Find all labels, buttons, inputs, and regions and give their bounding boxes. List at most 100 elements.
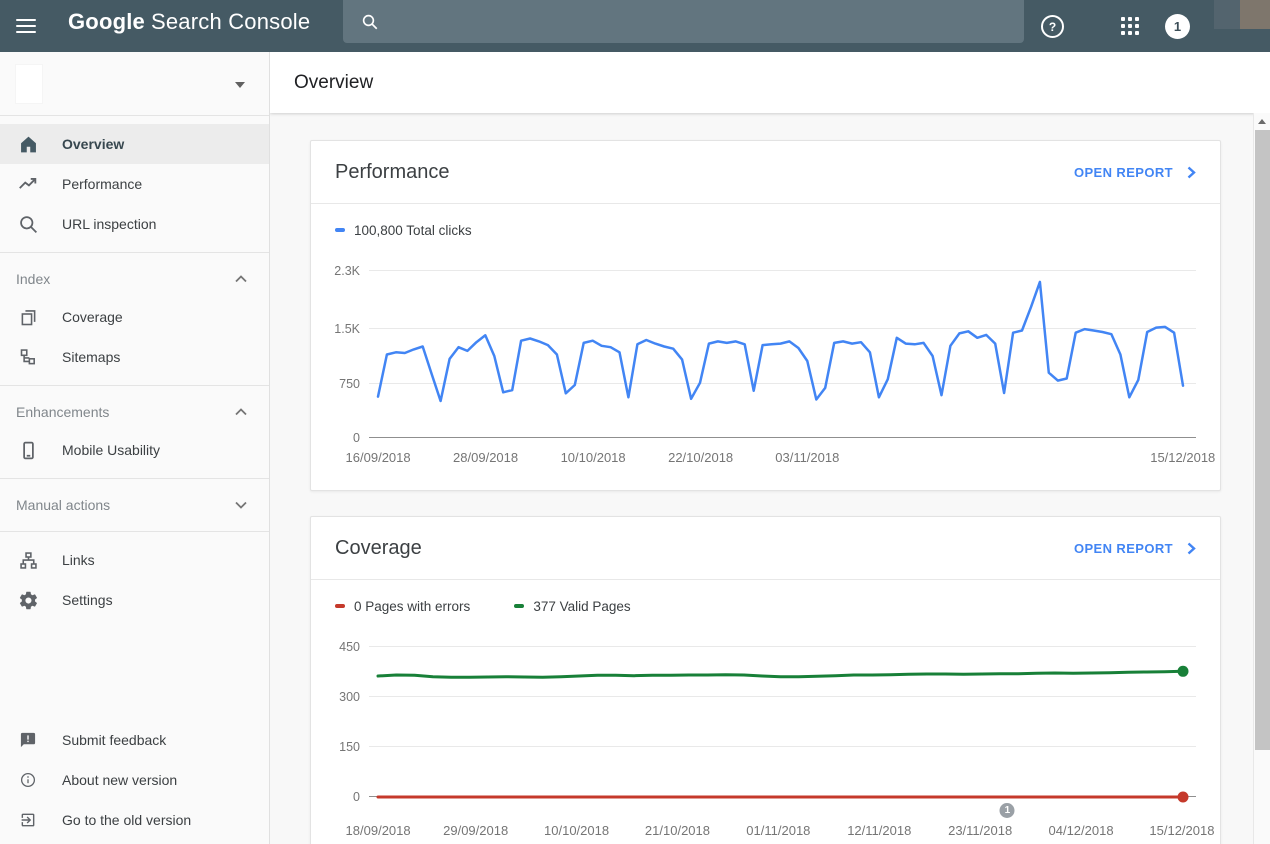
sidebar-item-coverage[interactable]: Coverage: [0, 297, 269, 337]
y-tick-label: 150: [339, 740, 360, 754]
x-tick-label: 10/10/2018: [561, 450, 626, 465]
legend-item: 377 Valid Pages: [514, 599, 630, 614]
sidebar-item-label: Submit feedback: [62, 732, 166, 748]
sidebar-item-links[interactable]: Links: [0, 540, 269, 580]
y-tick-label: 300: [339, 690, 360, 704]
section-label: Index: [16, 271, 50, 287]
sidebar-item-sitemaps[interactable]: Sitemaps: [0, 337, 269, 377]
open-report-label: OPEN REPORT: [1074, 541, 1173, 556]
scrollbar-up-button[interactable]: [1254, 113, 1270, 129]
coverage-card-body: 0 Pages with errors377 Valid Pages 01503…: [311, 580, 1220, 844]
sidebar-nav: Overview PerformanceURL inspection Index Co…: [0, 116, 269, 844]
performance-card-title: Performance: [335, 161, 450, 184]
sidebar-item-performance[interactable]: Performance: [0, 164, 269, 204]
chevron-down-icon: [235, 501, 247, 509]
coverage-card-header: Coverage OPEN REPORT: [311, 517, 1220, 580]
help-button[interactable]: ?: [1040, 14, 1065, 39]
open-report-label: OPEN REPORT: [1074, 165, 1173, 180]
plot-area: [369, 271, 1196, 438]
apps-button[interactable]: [1121, 17, 1139, 35]
y-tick-label: 2.3K: [334, 264, 360, 278]
scroll-up-icon: [1258, 119, 1266, 124]
y-tick-label: 750: [339, 377, 360, 391]
sidebar-item-old-version[interactable]: Go to the old version: [0, 800, 269, 840]
sidebar-item-label: Coverage: [62, 309, 123, 325]
app-root: GoogleSearch Console ? 1 Overview Perform…: [0, 0, 1270, 844]
sidebar-item-about-new-version[interactable]: About new version: [0, 760, 269, 800]
main-header: Overview: [270, 52, 1270, 113]
property-selector[interactable]: [0, 52, 269, 116]
sidebar-item-label: Settings: [62, 592, 113, 608]
sidebar-item-submit-feedback[interactable]: Submit feedback: [0, 720, 269, 760]
search-input[interactable]: [393, 13, 1024, 30]
avatar[interactable]: [1214, 0, 1270, 29]
sidebar-item-label: About new version: [62, 772, 177, 788]
pages-icon: [16, 305, 40, 329]
sidebar-item-settings[interactable]: Settings: [0, 580, 269, 620]
chevron-up-icon: [235, 275, 247, 283]
sidebar-divider: [0, 252, 269, 253]
chart-svg: [369, 647, 1196, 797]
y-axis: 07501.5K2.3K: [335, 271, 369, 438]
sidebar-section-manual-actions[interactable]: Manual actions: [0, 487, 269, 523]
home-icon: [16, 132, 40, 156]
coverage-open-report-link[interactable]: OPEN REPORT: [1074, 541, 1196, 556]
search-icon: [16, 212, 40, 236]
sidebar-divider: [0, 531, 269, 532]
page-title: Overview: [294, 72, 373, 94]
x-tick-label: 04/12/2018: [1049, 823, 1114, 838]
info-icon: [16, 768, 40, 792]
search-bar[interactable]: [343, 0, 1024, 43]
y-tick-label: 450: [339, 640, 360, 654]
x-tick-label: 23/11/2018: [948, 823, 1012, 838]
trending-up-icon: [16, 172, 40, 196]
exit-icon: [16, 808, 40, 832]
x-axis: 18/09/201829/09/201810/10/201821/10/2018…: [369, 797, 1196, 839]
menu-button[interactable]: [16, 15, 38, 37]
chart-line: [378, 282, 1183, 401]
sitemap-icon: [16, 345, 40, 369]
sidebar: Overview PerformanceURL inspection Index Co…: [0, 52, 270, 844]
gear-icon: [16, 588, 40, 612]
sidebar-section-index[interactable]: Index: [0, 261, 269, 297]
notification-badge[interactable]: 1: [1165, 14, 1190, 39]
links-icon: [16, 548, 40, 572]
chevron-right-icon: [1187, 542, 1196, 555]
caret-down-icon: [235, 75, 245, 93]
chart-svg: [369, 271, 1196, 438]
x-tick-label: 22/10/2018: [668, 450, 733, 465]
sidebar-item-overview[interactable]: Overview: [0, 124, 269, 164]
legend-item: 100,800 Total clicks: [335, 223, 472, 238]
performance-chart: 07501.5K2.3K 16/09/201828/09/201810/10/2…: [335, 271, 1196, 480]
performance-card-header: Performance OPEN REPORT: [311, 141, 1220, 204]
legend-dash-icon: [335, 228, 345, 232]
y-tick-label: 0: [353, 431, 360, 445]
chevron-up-icon: [235, 408, 247, 416]
logo-search-console: Search Console: [151, 9, 310, 34]
x-tick-label: 03/11/2018: [775, 450, 839, 465]
sidebar-item-label: Overview: [62, 136, 124, 152]
search-icon: [361, 13, 379, 31]
content: Performance OPEN REPORT 100,800 Total cl…: [270, 113, 1270, 844]
sidebar-item-url-inspection[interactable]: URL inspection: [0, 204, 269, 244]
y-tick-label: 1.5K: [334, 322, 360, 336]
sidebar-item-label: Go to the old version: [62, 812, 191, 828]
sidebar-item-mobile-usability[interactable]: Mobile Usability: [0, 430, 269, 470]
chart-line: [378, 671, 1183, 677]
performance-open-report-link[interactable]: OPEN REPORT: [1074, 165, 1196, 180]
legend-item: 0 Pages with errors: [335, 599, 470, 614]
scrollbar[interactable]: [1253, 113, 1270, 844]
app-logo[interactable]: GoogleSearch Console: [68, 9, 310, 35]
sidebar-section-enhancements[interactable]: Enhancements: [0, 394, 269, 430]
x-tick-label: 10/10/2018: [544, 823, 609, 838]
x-tick-label: 12/11/2018: [847, 823, 911, 838]
logo-google: Google: [68, 9, 145, 34]
x-tick-label: 16/09/2018: [346, 450, 411, 465]
sidebar-spacer: [0, 620, 269, 720]
x-tick-label: 18/09/2018: [346, 823, 411, 838]
legend-dash-icon: [335, 604, 345, 608]
chevron-right-icon: [1187, 166, 1196, 179]
scrollbar-thumb[interactable]: [1255, 130, 1270, 750]
sidebar-item-label: Mobile Usability: [62, 442, 160, 458]
topbar-actions: ? 1: [1040, 0, 1270, 52]
